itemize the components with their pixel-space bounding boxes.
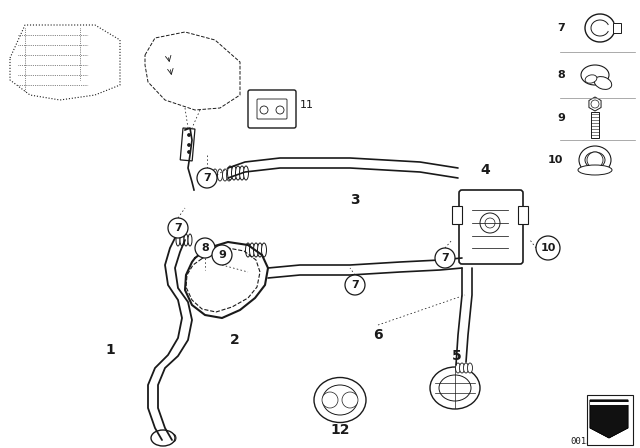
Text: 11: 11: [300, 100, 314, 110]
Ellipse shape: [581, 65, 609, 85]
Ellipse shape: [314, 378, 366, 422]
Ellipse shape: [151, 430, 175, 446]
Bar: [587, 395, 633, 445]
Ellipse shape: [595, 77, 612, 90]
FancyBboxPatch shape: [459, 190, 523, 264]
Ellipse shape: [218, 169, 223, 181]
Circle shape: [197, 168, 217, 188]
Ellipse shape: [467, 363, 472, 373]
Ellipse shape: [184, 234, 188, 246]
Text: 8: 8: [201, 243, 209, 253]
Circle shape: [536, 236, 560, 260]
Bar: [591, 112, 599, 138]
Text: 10: 10: [548, 155, 563, 165]
Polygon shape: [590, 400, 628, 438]
Ellipse shape: [236, 166, 241, 180]
Circle shape: [212, 245, 232, 265]
Text: 8: 8: [557, 70, 565, 80]
Ellipse shape: [243, 166, 248, 180]
Ellipse shape: [155, 434, 161, 442]
Circle shape: [587, 152, 603, 168]
Ellipse shape: [456, 363, 461, 373]
Ellipse shape: [180, 234, 184, 246]
Ellipse shape: [188, 234, 192, 246]
Ellipse shape: [165, 434, 171, 442]
Polygon shape: [589, 97, 601, 111]
Ellipse shape: [246, 243, 250, 257]
Ellipse shape: [323, 385, 358, 415]
Ellipse shape: [430, 367, 480, 409]
Text: 7: 7: [351, 280, 359, 290]
Circle shape: [188, 134, 191, 137]
Text: 7: 7: [441, 253, 449, 263]
Bar: [180, 128, 195, 161]
Ellipse shape: [585, 75, 597, 83]
Circle shape: [188, 143, 191, 146]
Ellipse shape: [262, 243, 266, 257]
Ellipse shape: [460, 363, 465, 373]
Text: 10: 10: [540, 243, 556, 253]
Ellipse shape: [223, 169, 227, 181]
Bar: [452, 206, 462, 224]
Text: 7: 7: [174, 223, 182, 233]
Text: 2: 2: [230, 333, 240, 347]
Circle shape: [485, 218, 495, 228]
Text: 9: 9: [218, 250, 226, 260]
Ellipse shape: [463, 363, 468, 373]
Ellipse shape: [578, 165, 612, 175]
FancyBboxPatch shape: [257, 99, 287, 119]
Ellipse shape: [160, 434, 166, 442]
Bar: [518, 206, 528, 224]
Circle shape: [188, 151, 191, 154]
Circle shape: [480, 213, 500, 233]
Bar: [613, 23, 621, 33]
FancyBboxPatch shape: [248, 90, 296, 128]
Text: 3: 3: [350, 193, 360, 207]
Polygon shape: [590, 400, 628, 438]
Circle shape: [591, 100, 599, 108]
Circle shape: [342, 392, 358, 408]
Ellipse shape: [227, 169, 232, 181]
Text: 6: 6: [373, 328, 383, 342]
Circle shape: [276, 106, 284, 114]
Ellipse shape: [232, 166, 237, 180]
Text: 7: 7: [203, 173, 211, 183]
Ellipse shape: [239, 166, 244, 180]
Circle shape: [195, 238, 215, 258]
Ellipse shape: [170, 434, 176, 442]
Text: 4: 4: [480, 163, 490, 177]
Circle shape: [168, 218, 188, 238]
Circle shape: [322, 392, 338, 408]
Text: 9: 9: [557, 113, 565, 123]
Text: 12: 12: [330, 423, 349, 437]
Ellipse shape: [176, 234, 180, 246]
Ellipse shape: [250, 243, 255, 257]
Ellipse shape: [585, 152, 605, 168]
Circle shape: [260, 106, 268, 114]
Ellipse shape: [439, 375, 471, 401]
Circle shape: [345, 275, 365, 295]
Ellipse shape: [212, 169, 218, 181]
Ellipse shape: [253, 243, 259, 257]
Text: 1: 1: [105, 343, 115, 357]
Ellipse shape: [579, 146, 611, 174]
Text: 00150259: 00150259: [570, 438, 613, 447]
Ellipse shape: [257, 243, 262, 257]
Circle shape: [435, 248, 455, 268]
Text: 7: 7: [557, 23, 565, 33]
Text: 5: 5: [452, 349, 462, 363]
Ellipse shape: [227, 166, 232, 180]
